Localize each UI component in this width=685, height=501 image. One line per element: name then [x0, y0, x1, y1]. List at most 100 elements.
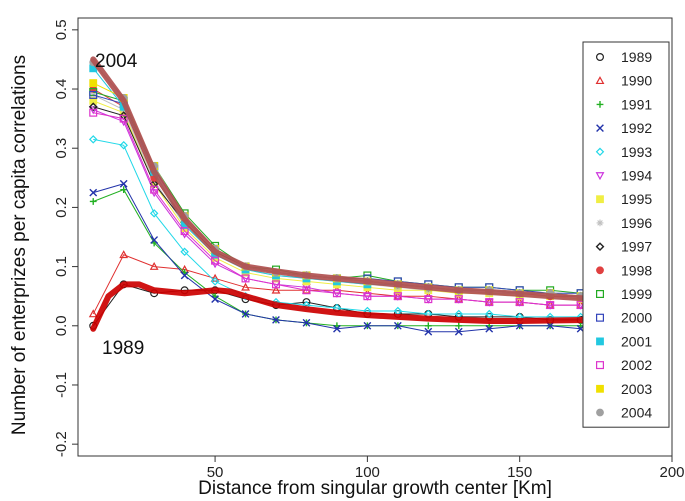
data-point: [241, 310, 250, 318]
data-point: [180, 247, 189, 257]
legend-label: 2002: [621, 357, 652, 373]
data-point: [89, 90, 98, 99]
data-point: [272, 280, 281, 289]
legend-item: 1992: [596, 120, 652, 136]
y-tick-label: 0.4: [53, 79, 70, 100]
data-point: [119, 141, 128, 150]
legend-marker: [595, 147, 605, 157]
data-point: [120, 186, 128, 194]
y-tick-label: 0.2: [53, 197, 70, 218]
legend-label: 1993: [621, 144, 652, 160]
data-point: [89, 79, 98, 88]
data-point: [485, 324, 494, 333]
legend-marker: [596, 124, 604, 132]
legend-item: 1997: [595, 239, 652, 255]
data-point: [88, 102, 98, 112]
legend-item: 1995: [596, 191, 652, 207]
legend-item: 1989: [595, 49, 652, 65]
data-point: [424, 295, 433, 304]
data-point: [210, 277, 220, 286]
data-point: [119, 114, 128, 123]
legend-label: 1995: [621, 191, 652, 207]
highlight-curve-1989: [90, 281, 599, 332]
legend-item: 2004: [596, 405, 652, 421]
series-2000: [89, 90, 585, 298]
legend-item: 1990: [595, 73, 652, 89]
data-point: [88, 135, 98, 144]
data-point: [149, 179, 159, 189]
data-point: [149, 209, 159, 218]
highlight-curves: [90, 56, 599, 332]
y-tick-label: 0.0: [53, 315, 70, 336]
series-2002: [89, 108, 585, 310]
legend-label: 2000: [621, 310, 652, 326]
legend-label: 1994: [621, 168, 652, 184]
legend-label: 2004: [621, 405, 652, 421]
data-point: [546, 301, 555, 310]
data-point: [150, 236, 159, 244]
legend-marker: [596, 384, 604, 393]
data-point: [454, 295, 463, 304]
annotations: 2004 1989: [95, 51, 144, 359]
legend-marker: [596, 219, 604, 227]
data-point: [180, 227, 189, 236]
legend-label: 1999: [621, 286, 652, 302]
data-point: [302, 318, 311, 327]
series-1995: [89, 96, 585, 304]
legend-label: 1992: [621, 120, 652, 136]
data-point: [333, 324, 341, 333]
data-point: [271, 285, 281, 294]
legend-item: 1998: [596, 262, 652, 278]
legend-box: [582, 41, 670, 428]
legend-marker: [596, 337, 604, 346]
legend-marker: [595, 290, 604, 299]
x-tick-label: 150: [507, 464, 532, 481]
legend: 1989 1990 1991 1992 1993 1994 1995 1996 1997 1998…: [582, 41, 670, 428]
data-point: [89, 188, 98, 197]
axes: 50 100 150 200 -0.2 -0.1 0.0 0.1 0.2 0.3 0.4 0.5: [53, 17, 685, 481]
legend-marker: [595, 172, 605, 181]
series-2004: [89, 58, 585, 301]
data-point: [393, 321, 402, 330]
legend-item: 2001: [596, 333, 652, 349]
series-line: [93, 100, 581, 300]
data-point: [424, 322, 432, 330]
legend-marker: [595, 52, 604, 61]
data-point: [455, 322, 463, 330]
legend-label: 1991: [621, 96, 652, 112]
data-point: [180, 271, 189, 280]
data-point: [119, 179, 128, 188]
legend-label: 1990: [621, 73, 652, 89]
data-point: [89, 108, 98, 117]
legend-marker: [596, 101, 604, 108]
legend-marker: [596, 195, 604, 204]
data-point: [332, 289, 341, 298]
annotation-1989: 1989: [102, 338, 144, 359]
x-tick-label: 200: [659, 464, 684, 481]
legend-item: 2003: [596, 381, 652, 397]
data-point: [302, 286, 311, 295]
series-line: [93, 112, 581, 306]
data-point: [546, 321, 555, 330]
series-line: [92, 68, 581, 297]
legend-label: 2003: [621, 381, 652, 397]
annotation-2004: 2004: [95, 51, 138, 72]
legend-marker: [595, 76, 605, 85]
data-point: [424, 327, 433, 336]
legend-item: 1994: [595, 168, 652, 184]
x-tick-label: 100: [355, 464, 380, 481]
legend-marker: [595, 361, 604, 370]
legend-label: 1997: [621, 239, 652, 255]
y-tick-label: -0.1: [53, 372, 70, 398]
legend-item: 2002: [595, 357, 652, 373]
data-point: [89, 198, 97, 205]
data-point: [363, 292, 372, 301]
data-point: [241, 282, 250, 291]
legend-label: 1998: [621, 262, 652, 278]
x-tick-label: 50: [207, 464, 224, 481]
x-axis-title: Distance from singular growth center [Km…: [198, 478, 552, 499]
data-point: [241, 274, 250, 283]
series-line: [93, 138, 581, 318]
legend-item: 1996: [596, 215, 652, 231]
